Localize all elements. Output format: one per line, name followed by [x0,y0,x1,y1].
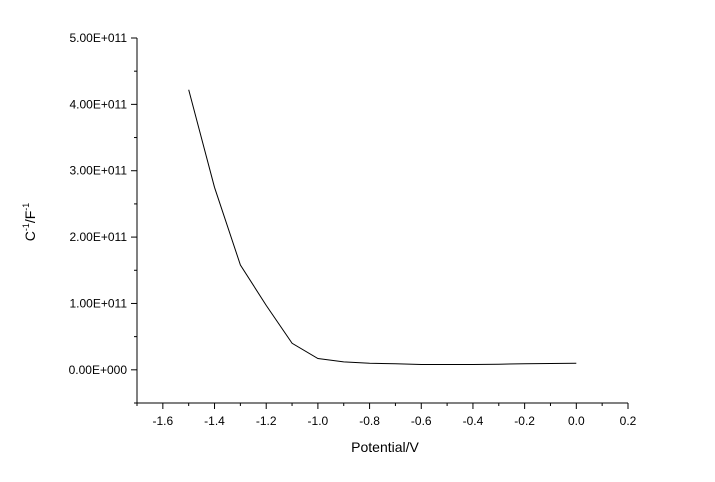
x-tick-label: -0.4 [463,414,484,428]
series-line [188,89,577,365]
y-axis: 0.00E+000 1.00E+011 2.00E+011 3.00E+011 4.00… [69,31,138,404]
x-tick-label: -1.6 [152,414,173,428]
x-tick-label: -1.4 [204,414,225,428]
x-tick-label: 0.2 [620,414,637,428]
x-tick-label: -1.0 [308,414,329,428]
x-axis-title: Potential/V [351,439,419,455]
y-tick-label: 1.00E+011 [70,296,128,310]
y-tick-label: 2.00E+011 [70,230,128,244]
x-tick-label: 0.0 [568,414,585,428]
series-layer [188,89,577,365]
y-axis-title: C-1/F-1 [21,203,38,242]
x-tick-label: -0.6 [411,414,432,428]
y-tick-label: 0.00E+000 [69,363,128,377]
y-tick-label: 4.00E+011 [70,97,128,111]
x-tick-label: -0.8 [359,414,380,428]
y-axis-title-mid: /F [22,211,38,223]
x-axis: -1.6 -1.4 -1.2 -1.0 -0.8 -0.6 -0.4 -0.2 0.0 0.2 [136,402,637,428]
y-axis-title-sup2: -1 [21,203,31,211]
y-axis-title-sup1: -1 [21,223,31,231]
x-tick-label: -0.2 [514,414,535,428]
x-tick-label: -1.2 [256,414,277,428]
y-tick-label: 5.00E+011 [70,31,128,45]
y-axis-title-base: C [22,231,38,241]
y-tick-label: 3.00E+011 [70,164,128,178]
